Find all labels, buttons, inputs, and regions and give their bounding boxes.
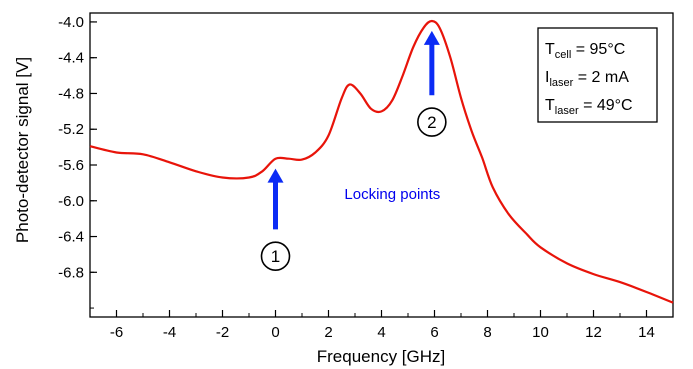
y-tick-label: -5.2 bbox=[58, 121, 84, 138]
y-tick-label: -6.0 bbox=[58, 193, 84, 210]
x-tick-label: 12 bbox=[585, 324, 602, 341]
y-axis: -4.0 -4.4 -4.8 -5.2 -5.6 -6.0 -6.4 -6.8 bbox=[58, 14, 97, 309]
x-tick-label: 8 bbox=[483, 324, 491, 341]
x-tick-label: 10 bbox=[532, 324, 549, 341]
legend-line-laser-current: Ilaser = 2 mA bbox=[545, 69, 629, 89]
x-tick-label: 0 bbox=[271, 324, 279, 341]
legend-line-cell-temperature: Tcell = 95°C bbox=[545, 41, 625, 61]
marker-circle bbox=[260, 241, 291, 272]
arrow-head bbox=[267, 168, 284, 183]
x-tick-label: -4 bbox=[163, 324, 176, 341]
x-tick-label: -2 bbox=[216, 324, 229, 341]
marker-circle bbox=[417, 107, 447, 137]
legend-frame bbox=[537, 27, 658, 123]
y-tick-label: -4.0 bbox=[58, 14, 84, 31]
x-tick-label: 2 bbox=[324, 324, 332, 341]
annotations: 12 bbox=[260, 30, 447, 272]
marker-label: 2 bbox=[427, 113, 436, 132]
x-axis: -6 -4 -2 0 2 4 6 8 10 12 14 bbox=[89, 310, 674, 341]
arrow-head bbox=[423, 30, 440, 45]
locking-points-label: Locking points bbox=[344, 186, 440, 203]
y-tick-label: -6.8 bbox=[58, 264, 84, 281]
y-tick-label: -5.6 bbox=[58, 157, 84, 174]
y-axis-title: Photo-detector signal [V] bbox=[13, 57, 32, 243]
legend-box: Tcell = 95°C Ilaser = 2 mA Tlaser = 49°C bbox=[537, 27, 658, 123]
x-tick-label: -6 bbox=[110, 324, 123, 341]
y-tick-label: -4.8 bbox=[58, 85, 84, 102]
x-tick-label: 14 bbox=[638, 324, 655, 341]
legend-line-laser-temperature: Tlaser = 49°C bbox=[545, 97, 633, 117]
y-tick-label: -6.4 bbox=[58, 229, 84, 246]
x-tick-label: 6 bbox=[430, 324, 438, 341]
marker-label: 1 bbox=[271, 247, 280, 266]
x-tick-label: 4 bbox=[377, 324, 385, 341]
y-tick-label: -4.4 bbox=[58, 50, 84, 67]
series-line bbox=[89, 19, 674, 304]
x-axis-title: Frequency [GHz] bbox=[317, 347, 446, 366]
